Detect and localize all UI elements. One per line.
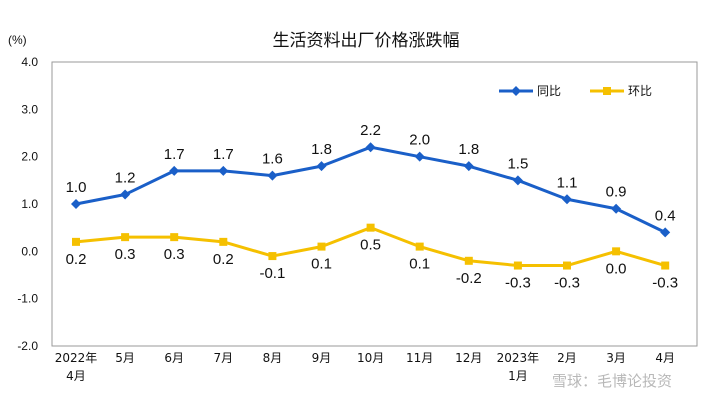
y-tick-label: 1.0 xyxy=(21,197,38,211)
data-label: -0.1 xyxy=(259,265,285,282)
data-point xyxy=(512,175,523,186)
x-tick-label: 7月 xyxy=(213,351,233,365)
legend: 同比 环比 xyxy=(499,84,652,98)
series-mom: 0.2 0.3 0.3 0.2 -0.1 0.1 0.5 0.1 -0.2 -0.3 -0.3 0.0… xyxy=(66,223,678,292)
data-label: -0.3 xyxy=(554,275,580,292)
plot-area xyxy=(51,61,698,347)
x-tick-label: 12月 xyxy=(455,351,482,365)
data-label: -0.3 xyxy=(652,275,678,292)
data-label: -0.2 xyxy=(456,270,482,287)
x-axis: 2022年 4月 5月 6月 7月 8月 9月 10月 11月 12月 2023年 1月 2月 3月 4月 xyxy=(55,351,675,383)
data-point xyxy=(120,189,131,200)
data-label: 0.2 xyxy=(66,251,87,268)
x-tick-label: 11月 xyxy=(406,351,433,365)
y-tick-label: -1.0 xyxy=(17,292,38,306)
data-label: 0.9 xyxy=(606,184,627,201)
y-axis: 4.0 3.0 2.0 1.0 0.0 -1.0 -2.0 xyxy=(17,55,38,353)
data-label: 0.3 xyxy=(115,246,136,263)
y-tick-label: 4.0 xyxy=(21,55,38,69)
series-yoy: 1.0 1.2 1.7 1.7 1.6 1.8 2.2 2.0 1.8 1.5 1.1 0.9 0.4 xyxy=(66,122,676,238)
data-point xyxy=(169,165,180,176)
data-point xyxy=(170,233,179,242)
data-label: 0.5 xyxy=(360,237,381,254)
legend-marker xyxy=(511,86,521,96)
y-tick-label: -2.0 xyxy=(17,339,38,353)
data-point xyxy=(612,247,621,256)
data-label: -0.3 xyxy=(505,275,531,292)
data-point xyxy=(464,256,473,265)
data-point xyxy=(366,223,375,232)
data-point xyxy=(563,261,571,270)
x-tick-label: 2022年 4月 xyxy=(55,351,98,383)
data-point xyxy=(611,203,622,214)
data-label: 1.8 xyxy=(458,141,479,158)
x-tick-label: 6月 xyxy=(164,351,184,365)
watermark: 雪球：毛博论投资 xyxy=(552,372,672,390)
data-point xyxy=(316,161,327,172)
x-tick-label: 5月 xyxy=(115,351,135,365)
x-tick-label: 3月 xyxy=(606,351,626,365)
legend-label: 环比 xyxy=(628,84,652,98)
data-point xyxy=(365,142,376,153)
x-tick-label: 2月 xyxy=(557,351,577,365)
data-label: 1.6 xyxy=(262,151,283,168)
data-label: 1.1 xyxy=(557,174,578,191)
data-label: 1.7 xyxy=(164,146,185,163)
x-tick-label: 2023年 1月 xyxy=(497,351,540,383)
data-label: 1.2 xyxy=(115,170,136,187)
y-tick-label: 3.0 xyxy=(21,102,38,116)
x-tick-label: 9月 xyxy=(312,351,332,365)
data-point xyxy=(415,242,424,251)
data-point xyxy=(317,242,326,251)
y-unit-label: (%) xyxy=(8,33,27,47)
x-tick-label: 8月 xyxy=(263,351,283,365)
data-point xyxy=(268,252,277,261)
data-point xyxy=(218,165,229,176)
data-point xyxy=(562,194,572,205)
legend-label: 同比 xyxy=(537,84,561,98)
data-point xyxy=(219,237,228,246)
y-tick-label: 0.0 xyxy=(21,244,38,258)
data-point xyxy=(71,199,81,209)
data-point xyxy=(513,261,522,270)
data-point xyxy=(463,161,474,172)
data-label: 1.5 xyxy=(507,155,528,172)
legend-marker xyxy=(603,87,611,95)
data-label: 0.3 xyxy=(164,246,185,263)
data-label: 2.2 xyxy=(360,122,381,139)
x-tick-label: 4月 xyxy=(655,351,675,365)
data-label: 2.0 xyxy=(409,132,430,149)
series-layer: 1.01.21.7 1.7 1.61.82.22.01.81.51.10.90.40… xyxy=(66,122,679,291)
data-label: 1.0 xyxy=(66,179,87,196)
y-tick-label: 2.0 xyxy=(21,150,38,164)
data-label: 0.4 xyxy=(655,207,676,224)
data-label: 0.1 xyxy=(311,256,332,273)
data-point xyxy=(414,151,425,162)
data-point xyxy=(267,170,278,181)
data-label: 0.1 xyxy=(409,256,430,273)
data-label: 1.8 xyxy=(311,141,332,158)
data-label: 0.0 xyxy=(606,260,627,277)
data-point xyxy=(121,233,130,242)
data-point xyxy=(661,261,670,270)
data-point xyxy=(72,237,80,246)
data-point xyxy=(660,227,671,238)
x-tick-label: 10月 xyxy=(357,351,384,365)
chart-title: 生活资料出厂价格涨跌幅 xyxy=(273,31,460,51)
data-label: 1.7 xyxy=(213,146,234,163)
data-label: 0.2 xyxy=(213,251,234,268)
